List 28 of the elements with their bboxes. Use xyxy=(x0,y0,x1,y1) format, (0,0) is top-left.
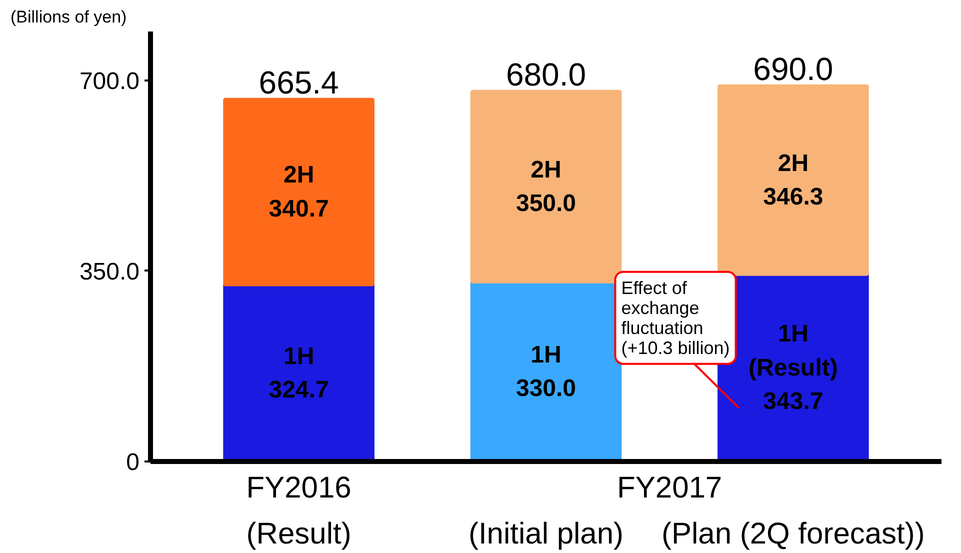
y-tick-label: 0 xyxy=(126,449,140,476)
bar xyxy=(718,84,869,276)
text: 1H xyxy=(530,341,562,368)
y-axis-title: (Billions of yen) xyxy=(10,8,127,26)
series-label: 1H xyxy=(778,320,809,348)
text: FY2016 xyxy=(246,472,352,504)
data-label: 330.0 xyxy=(516,375,576,402)
data-label: 346.3 xyxy=(763,184,824,211)
total-label: 665.4 xyxy=(258,64,339,100)
x-tick-label: (Plan (2Q forecast)) xyxy=(661,518,925,550)
total-label: 680.0 xyxy=(506,56,586,92)
data-label: 340.7 xyxy=(268,195,329,222)
data-label: 324.7 xyxy=(268,376,329,404)
annotation: Effect of exchange fluctuation (+10.3 billion) xyxy=(621,278,730,358)
x-tick-label: (Initial plan) xyxy=(468,518,624,550)
text: 2H xyxy=(283,162,314,189)
text: FY2017 xyxy=(617,472,722,504)
y-tick-label: 350.0 xyxy=(79,258,140,286)
bar xyxy=(223,98,374,286)
total-label: 690.0 xyxy=(753,50,834,87)
data-label: (Result) 343.7 xyxy=(748,354,838,416)
text: 2H xyxy=(778,150,809,177)
text: 1H xyxy=(283,342,314,370)
y-tick-label: 700.0 xyxy=(79,68,140,95)
series-label: 2H xyxy=(530,156,562,184)
bar xyxy=(470,90,622,284)
x-tick-label: (Result) xyxy=(246,518,352,550)
data-label: 350.0 xyxy=(516,190,576,217)
